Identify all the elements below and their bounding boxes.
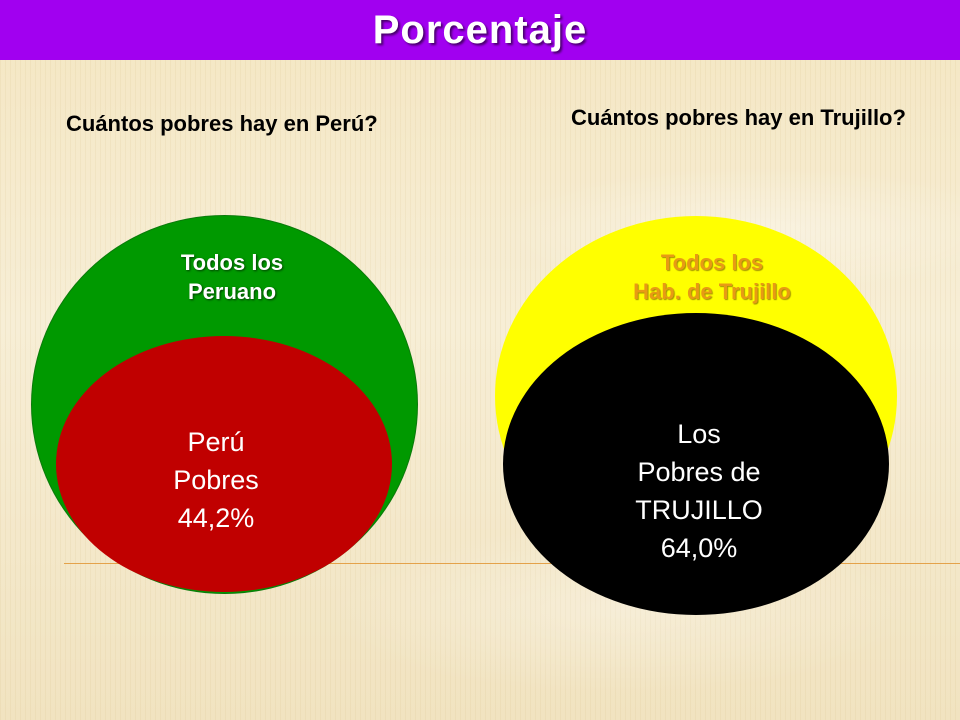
- trujillo-poor-circle: [503, 313, 889, 615]
- slide-title: Porcentaje: [372, 7, 588, 52]
- divider-line: [64, 563, 960, 564]
- trujillo-poor-line3: TRUJILLO: [635, 495, 763, 525]
- peru-poor-line1: Perú: [187, 427, 245, 457]
- peru-poor-circle: [56, 336, 392, 592]
- trujillo-poor-value: 64,0%: [660, 533, 738, 563]
- question-peru: Cuántos pobres hay en Perú?: [66, 111, 378, 136]
- trujillo-poor-line1: Los: [677, 419, 721, 449]
- peru-poor-label: Perú Pobres 44,2%: [116, 423, 316, 537]
- all-trujillo-label-line1: Todos los: [660, 250, 764, 275]
- all-peruvians-label: Todos los Peruano: [112, 248, 352, 306]
- peru-poor-value: 44,2%: [177, 503, 255, 533]
- trujillo-poor-line2: Pobres de: [637, 457, 761, 487]
- all-trujillo-label-line2: Hab. de Trujillo: [633, 279, 791, 304]
- title-bar: Porcentaje: [0, 0, 960, 60]
- trujillo-poor-label: Los Pobres de TRUJILLO 64,0%: [566, 415, 832, 567]
- all-peruvians-label-line2: Peruano: [187, 279, 277, 304]
- all-peruvians-label-line1: Todos los: [180, 250, 284, 275]
- peru-poor-line2: Pobres: [173, 465, 259, 495]
- question-trujillo: Cuántos pobres hay en Trujillo?: [571, 105, 906, 130]
- all-trujillo-label: Todos los Hab. de Trujillo: [582, 248, 842, 306]
